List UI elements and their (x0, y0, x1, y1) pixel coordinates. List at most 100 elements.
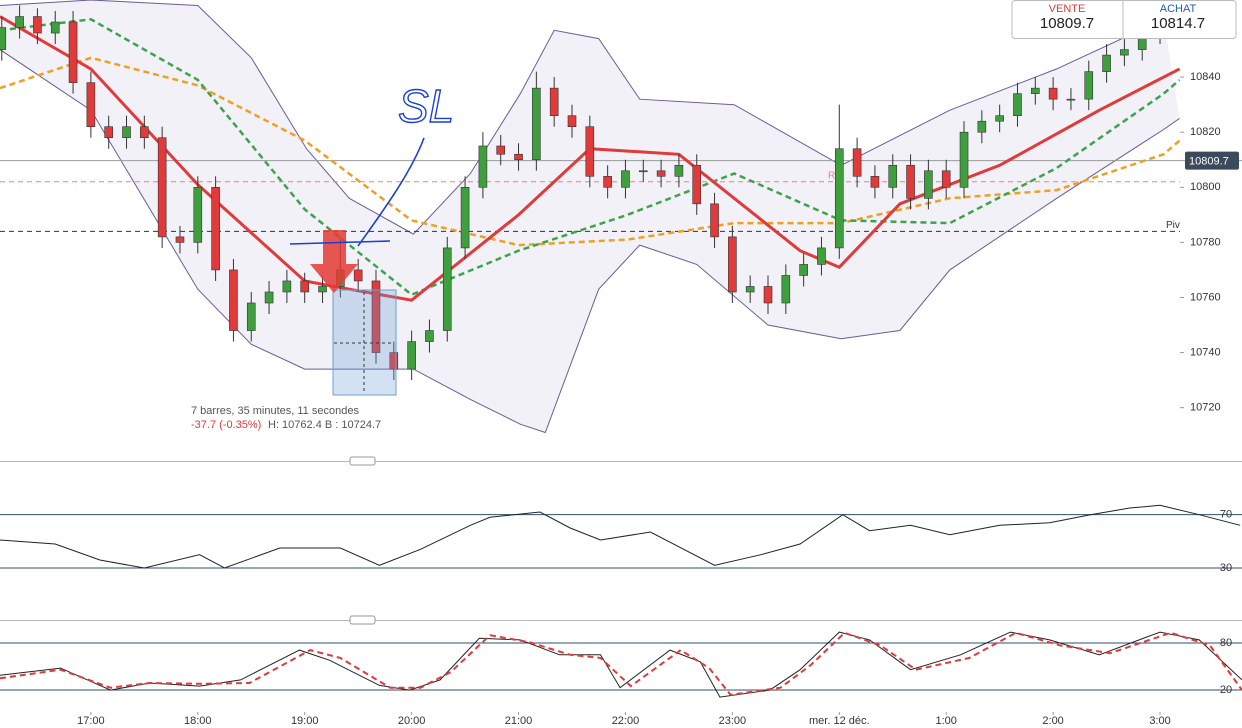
band-fill (0, 0, 1180, 433)
x-tick-label: 20:00 (398, 715, 426, 727)
indicator-line (0, 504, 1241, 569)
level-label: Piv (1166, 220, 1180, 231)
x-tick-label: mer. 12 déc. (809, 715, 870, 727)
x-tick-label: 18:00 (184, 715, 212, 727)
candle-body (211, 187, 220, 271)
sl-label: SL (398, 80, 454, 132)
candle-body (50, 21, 60, 34)
candle-body (763, 286, 773, 304)
x-tick-label: 22:00 (612, 715, 640, 727)
candle-body (282, 280, 292, 293)
candle-body (86, 82, 96, 128)
candle-body (104, 126, 113, 139)
candle-body (33, 16, 42, 34)
candle-body (229, 269, 238, 331)
candle-body (567, 115, 577, 128)
annotation-layer: SL 7 barres, 35 minutes, 11 secondes -37… (191, 0, 1237, 431)
candle-body (1013, 93, 1022, 116)
candle-body (781, 275, 791, 304)
y-tick-label: 10780 (1190, 236, 1221, 248)
candle-body (407, 341, 416, 370)
band-lower (0, 49, 1180, 434)
measure-change: -37.7 (-0.35%) (191, 419, 261, 431)
candle-body (603, 175, 612, 188)
moving-average (0, 56, 1181, 247)
candle-body (442, 247, 452, 331)
candle-body (799, 264, 808, 276)
x-tick-label: 17:00 (77, 715, 105, 727)
candle-body (246, 302, 256, 331)
candle-body (122, 126, 131, 139)
sell-price[interactable]: 10809.7 (1040, 15, 1094, 32)
candle-body (496, 145, 506, 155)
y-tick-label: 70 (1220, 509, 1232, 521)
candle-body (264, 291, 274, 304)
buy-label[interactable]: ACHAT (1160, 3, 1197, 15)
candle-body (745, 286, 755, 293)
x-tick-label: 19:00 (291, 715, 319, 727)
candle-body (1084, 71, 1094, 100)
candle-body (389, 352, 399, 370)
candle-body (1102, 54, 1111, 72)
candle-body (1066, 98, 1076, 101)
candle-body (817, 247, 826, 265)
candle-body (425, 330, 434, 342)
level-label: R1 (828, 170, 841, 181)
candle-body (888, 164, 898, 188)
y-tick-label: 10740 (1190, 346, 1221, 358)
candle-body (175, 236, 185, 243)
candle-body (1120, 49, 1129, 56)
moving-average (0, 18, 1181, 297)
candle-body (638, 170, 648, 173)
candle-body (852, 148, 862, 177)
pane-handle[interactable] (349, 615, 376, 625)
candle-body (68, 21, 78, 83)
candle-body (692, 164, 702, 205)
candle-body (585, 126, 595, 177)
measure-range: H: 10762.4 B : 10724.7 (268, 419, 381, 431)
candle-body (1030, 87, 1040, 94)
candle-body (157, 137, 167, 238)
candle-body (656, 170, 666, 177)
candle-body (300, 280, 310, 293)
candle-body (0, 27, 7, 50)
candle-body (549, 87, 559, 116)
sl-drawing (289, 137, 425, 247)
candle-body (15, 16, 24, 28)
candle-body (728, 236, 737, 293)
candle-body (959, 131, 969, 188)
y-tick-label: 10800 (1190, 181, 1221, 193)
candle-body (870, 175, 880, 188)
x-tick-label: 2:00 (1042, 715, 1063, 727)
measure-text: 7 barres, 35 minutes, 11 secondes (191, 405, 359, 417)
candle-body (924, 170, 933, 199)
quote-box (1011, 0, 1237, 39)
candle-body (353, 269, 363, 282)
buy-price[interactable]: 10814.7 (1151, 15, 1205, 32)
y-tick-label: 10760 (1190, 291, 1221, 303)
y-tick-label: 10720 (1190, 402, 1221, 414)
indicator-line (0, 631, 1242, 698)
candle-body (834, 148, 844, 249)
candle-body (478, 145, 488, 188)
x-tick-label: 1:00 (935, 715, 956, 727)
sell-label[interactable]: VENTE (1049, 3, 1086, 15)
pane-handle[interactable] (349, 456, 376, 466)
candle-body (371, 280, 381, 353)
candle-body (710, 203, 719, 238)
candle-body (1048, 87, 1058, 100)
candle-body (318, 286, 327, 293)
band-upper (0, 0, 1164, 235)
price-tag-label: 10809.7 (1189, 155, 1229, 167)
candle-body (621, 170, 630, 188)
candle-body (514, 153, 523, 161)
candle-body (995, 115, 1004, 122)
candle-body (941, 170, 951, 188)
x-tick-label: 3:00 (1149, 715, 1170, 727)
y-tick-label: 20 (1220, 684, 1232, 696)
candle-body (193, 187, 203, 243)
price-tag (1185, 151, 1239, 170)
arrow-drawing (310, 230, 358, 293)
y-tick-label: 10840 (1190, 71, 1221, 83)
